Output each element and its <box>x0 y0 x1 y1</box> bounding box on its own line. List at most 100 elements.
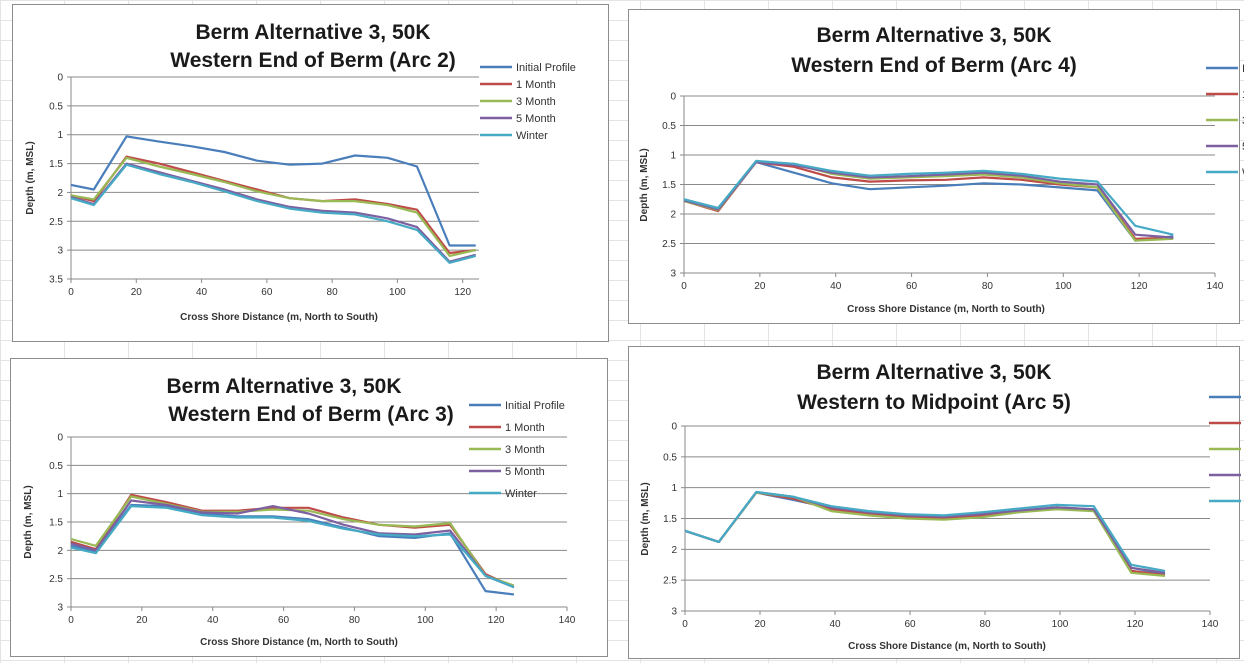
y-tick-label: 2 <box>57 188 63 199</box>
x-tick-label: 20 <box>754 281 766 292</box>
x-tick-label: 120 <box>1127 619 1144 630</box>
legend-label-initial-profile: Initial Profile <box>505 400 565 412</box>
x-tick-label: 100 <box>1052 619 1069 630</box>
x-tick-label: 120 <box>454 287 471 298</box>
x-tick-label: 80 <box>979 619 991 630</box>
legend-label-5-month: 5 Month <box>505 466 545 478</box>
series-line-initial-profile <box>684 491 1166 576</box>
legend-label-1-month: 1 Month <box>1242 89 1244 101</box>
legend-label-1-month: 1 Month <box>505 422 545 434</box>
chart-subtitle: Western End of Berm (Arc 2) <box>170 49 456 72</box>
y-tick-label: 3 <box>57 246 63 257</box>
x-tick-label: 40 <box>830 281 842 292</box>
y-tick-label: 1.5 <box>662 180 676 191</box>
y-tick-label: 3.5 <box>49 275 63 286</box>
chart-svg: Berm Alternative 3, 50K Western End of Be… <box>23 375 576 648</box>
x-tick-label: 40 <box>196 287 208 298</box>
y-tick-label: 2 <box>57 546 63 557</box>
y-tick-label: 0 <box>670 92 676 103</box>
legend-label-3-month: 3 Month <box>516 96 556 108</box>
x-tick-label: 20 <box>131 287 143 298</box>
series-line-5-month <box>70 499 515 589</box>
x-axis-label: Cross Shore Distance (m, North to South) <box>200 637 398 648</box>
legend-label-winter: Winter <box>505 488 537 500</box>
series-line-5-month <box>70 162 476 263</box>
series-line-initial-profile <box>70 135 476 247</box>
y-tick-label: 3 <box>671 607 677 618</box>
chart-panel-arc5: Berm Alternative 3, 50K Western to Midpoi… <box>628 346 1241 659</box>
y-axis-label: Depth (m, MSL) <box>640 482 651 555</box>
chart-title: Berm Alternative 3, 50K <box>167 375 402 398</box>
x-tick-label: 20 <box>136 615 148 626</box>
x-tick-label: 60 <box>278 615 290 626</box>
chart-title: Berm Alternative 3, 50K <box>196 21 431 44</box>
x-axis-label: Cross Shore Distance (m, North to South) <box>847 304 1045 315</box>
series-line-1-month <box>70 493 515 589</box>
legend: Initial Profile 1 Month 3 Month 5 Month Wint… <box>469 400 565 500</box>
y-tick-label: 2 <box>670 210 676 221</box>
y-tick-label: 2.5 <box>662 239 676 250</box>
x-tick-label: 40 <box>829 619 841 630</box>
chart-subtitle: Western to Midpoint (Arc 5) <box>797 391 1071 414</box>
y-tick-label: 1.5 <box>49 518 63 529</box>
y-axis-label: Depth (m, MSL) <box>23 485 34 558</box>
x-tick-label: 100 <box>1055 281 1072 292</box>
x-tick-label: 120 <box>1131 281 1148 292</box>
y-axis-label: Depth (m, MSL) <box>25 141 36 214</box>
chart-panel-arc4: Berm Alternative 3, 50K Western End of Be… <box>628 9 1244 324</box>
legend-label-5-month: 5 Month <box>516 113 556 125</box>
series-line-winter <box>684 490 1166 572</box>
y-tick-label: 1 <box>57 130 63 141</box>
y-tick-label: 1 <box>670 151 676 162</box>
y-tick-label: 0.5 <box>663 452 677 463</box>
x-tick-label: 140 <box>1202 619 1219 630</box>
y-tick-label: 2.5 <box>49 217 63 228</box>
x-axis-label: Cross Shore Distance (m, North to South) <box>180 312 378 323</box>
legend-label-3-month: 3 Month <box>505 444 545 456</box>
legend-label-initial-profile: Initial Profile <box>1242 63 1244 75</box>
x-tick-label: 100 <box>417 615 434 626</box>
series-line-5-month <box>683 161 1174 239</box>
y-axis-label: Depth (m, MSL) <box>639 148 650 221</box>
series-line-winter <box>70 163 476 264</box>
y-tick-label: 3 <box>57 603 63 614</box>
legend-label-1-month: 1 Month <box>516 79 556 91</box>
x-tick-label: 0 <box>68 287 74 298</box>
chart-title: Berm Alternative 3, 50K <box>817 24 1052 47</box>
x-axis-label: Cross Shore Distance (m, North to South) <box>848 641 1046 652</box>
x-tick-label: 0 <box>682 619 688 630</box>
y-tick-label: 1 <box>671 483 677 494</box>
chart-subtitle: Western End of Berm (Arc 4) <box>791 54 1077 77</box>
legend-label-winter: Winter <box>516 130 548 142</box>
chart-svg: Berm Alternative 3, 50K Western End of Be… <box>639 24 1244 315</box>
y-tick-label: 0 <box>57 433 63 444</box>
chart-panel-arc3: Berm Alternative 3, 50K Western End of Be… <box>10 358 608 657</box>
x-tick-label: 60 <box>906 281 918 292</box>
y-tick-label: 2 <box>671 545 677 556</box>
y-tick-label: 0.5 <box>49 461 63 472</box>
x-tick-label: 40 <box>207 615 219 626</box>
x-tick-label: 60 <box>904 619 916 630</box>
series-line-1-month <box>684 491 1166 577</box>
x-tick-label: 120 <box>488 615 505 626</box>
x-tick-label: 0 <box>681 281 687 292</box>
chart-svg: Berm Alternative 3, 50K Western End of Be… <box>25 21 576 323</box>
x-tick-label: 80 <box>982 281 994 292</box>
x-tick-label: 80 <box>327 287 339 298</box>
chart-title: Berm Alternative 3, 50K <box>817 361 1052 384</box>
x-tick-label: 60 <box>261 287 273 298</box>
x-tick-label: 100 <box>389 287 406 298</box>
y-tick-label: 3 <box>670 269 676 280</box>
x-tick-label: 20 <box>754 619 766 630</box>
y-tick-label: 1 <box>57 489 63 500</box>
legend-label-initial-profile: Initial Profile <box>516 62 576 74</box>
series-line-3-month <box>70 156 476 257</box>
legend-label-3-month: 3 Month <box>1242 115 1244 127</box>
y-tick-label: 0.5 <box>662 121 676 132</box>
y-tick-label: 0 <box>671 422 677 433</box>
legend: Initial Profile 1 Month 3 Month 5 Month Wint… <box>480 62 576 142</box>
series-line-winter <box>683 159 1174 236</box>
x-tick-label: 140 <box>559 615 576 626</box>
series-line-5-month <box>684 490 1166 574</box>
